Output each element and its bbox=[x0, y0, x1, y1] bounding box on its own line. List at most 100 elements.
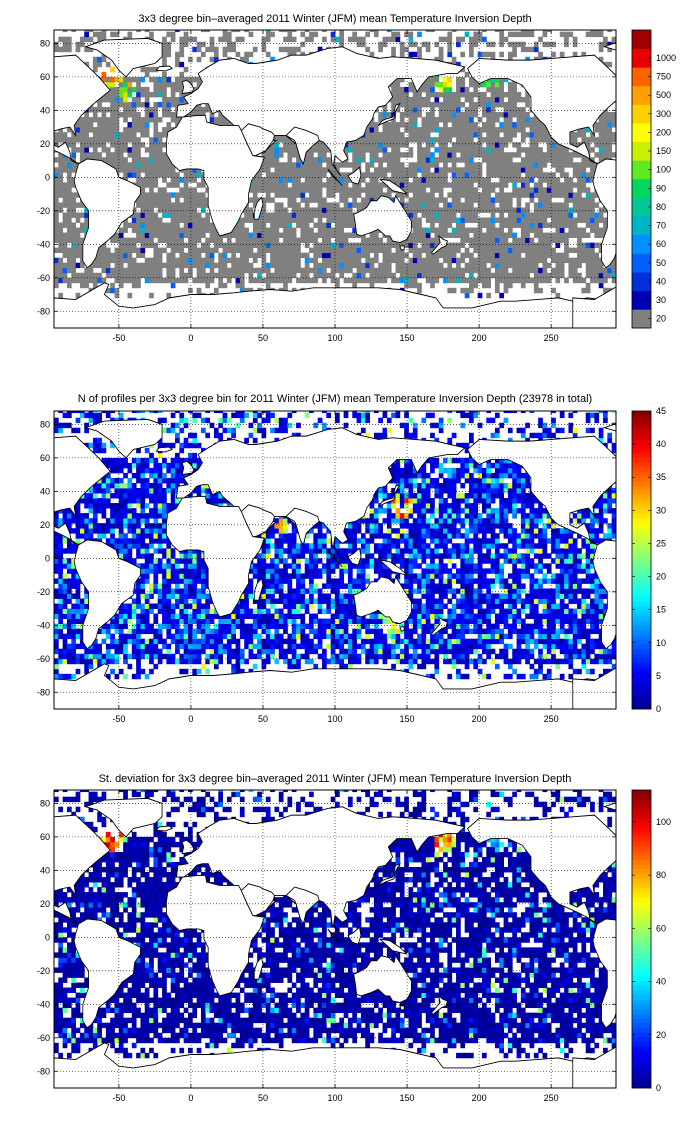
bin-cell bbox=[486, 267, 492, 274]
bin-cell bbox=[58, 267, 64, 274]
bin-cell bbox=[391, 117, 396, 123]
bin-cell bbox=[192, 46, 198, 53]
bin-cell bbox=[447, 222, 453, 228]
bin-cell bbox=[261, 152, 267, 158]
bin-cell bbox=[395, 91, 401, 98]
bin-cell bbox=[114, 287, 120, 294]
bin-cell bbox=[611, 262, 616, 269]
bin-cell bbox=[136, 101, 141, 108]
bin-cell bbox=[265, 277, 271, 284]
bin-cell bbox=[244, 56, 249, 63]
bin-cell bbox=[559, 182, 565, 188]
bin-cell bbox=[118, 242, 124, 249]
bin-cell bbox=[507, 172, 513, 178]
bin-cell bbox=[75, 46, 81, 53]
bin-cell bbox=[373, 237, 379, 244]
bin-cell bbox=[54, 202, 59, 208]
bin-cell bbox=[309, 182, 314, 188]
bin-cell bbox=[62, 182, 68, 188]
bin-cell bbox=[516, 247, 522, 254]
bin-cell bbox=[304, 267, 310, 274]
bin-cell bbox=[525, 252, 530, 259]
bin-cell bbox=[188, 267, 193, 274]
bin-cell bbox=[300, 222, 306, 228]
bin-cell bbox=[304, 36, 310, 43]
bin-cell bbox=[274, 192, 280, 198]
bin-cell bbox=[399, 262, 405, 269]
bin-cell bbox=[188, 272, 193, 279]
bin-cell bbox=[421, 147, 427, 153]
bin-cell bbox=[360, 142, 366, 148]
bin-cell bbox=[443, 182, 448, 188]
bin-cell bbox=[140, 167, 146, 173]
bin-cell bbox=[451, 202, 457, 208]
bin-cell bbox=[456, 36, 461, 43]
bin-cell bbox=[546, 172, 552, 178]
bin-cell bbox=[287, 167, 293, 173]
bin-cell bbox=[451, 242, 457, 249]
bin-cell bbox=[438, 36, 444, 43]
bin-cell bbox=[577, 197, 582, 203]
bin-cell bbox=[114, 91, 120, 98]
bin-cell bbox=[438, 227, 444, 233]
bin-cell bbox=[54, 222, 59, 228]
bin-cell bbox=[533, 272, 539, 279]
bin-cell bbox=[425, 137, 431, 143]
bin-cell bbox=[525, 237, 530, 244]
bin-cell bbox=[529, 222, 535, 228]
bin-cell bbox=[183, 272, 189, 279]
bin-cell bbox=[399, 177, 405, 183]
bin-cell bbox=[58, 227, 64, 233]
bin-cell bbox=[533, 227, 539, 233]
bin-cell bbox=[559, 31, 565, 38]
bin-cell bbox=[71, 272, 77, 279]
bin-cell bbox=[404, 187, 409, 193]
bin-cell bbox=[421, 101, 427, 108]
bin-cell bbox=[538, 232, 543, 238]
bin-cell bbox=[408, 172, 414, 178]
bin-cell bbox=[425, 277, 431, 284]
bin-cell bbox=[607, 147, 613, 153]
bin-cell bbox=[261, 247, 267, 254]
bin-cell bbox=[503, 117, 509, 123]
bin-cell bbox=[287, 277, 293, 284]
bin-cell bbox=[477, 172, 483, 178]
bin-cell bbox=[326, 222, 332, 228]
bin-cell bbox=[473, 132, 479, 138]
bin-cell bbox=[231, 252, 236, 259]
bin-cell bbox=[92, 107, 98, 113]
bin-cell bbox=[490, 272, 496, 279]
bin-cell bbox=[265, 162, 271, 168]
bin-cell bbox=[252, 222, 258, 228]
bin-cell bbox=[572, 172, 578, 178]
bin-cell bbox=[525, 162, 530, 168]
bin-cell bbox=[434, 237, 440, 244]
bin-cell bbox=[140, 247, 146, 254]
bin-cell bbox=[494, 242, 500, 249]
bin-cell bbox=[283, 30, 288, 33]
bin-cell bbox=[473, 41, 479, 48]
bin-cell bbox=[507, 192, 513, 198]
bin-cell bbox=[162, 222, 167, 228]
bin-cell bbox=[464, 91, 470, 98]
bin-cell bbox=[153, 252, 159, 259]
bin-cell bbox=[317, 247, 323, 254]
bin-cell bbox=[101, 122, 107, 128]
bin-cell bbox=[347, 207, 353, 213]
bin-cell bbox=[162, 56, 167, 63]
bin-cell bbox=[430, 257, 435, 264]
bin-cell bbox=[585, 212, 591, 218]
bin-cell bbox=[347, 202, 353, 208]
bin-cell bbox=[408, 112, 414, 118]
bin-cell bbox=[386, 187, 392, 193]
bin-cell bbox=[451, 247, 457, 254]
bin-cell bbox=[274, 252, 280, 259]
bin-cell bbox=[153, 137, 159, 143]
bin-cell bbox=[183, 36, 189, 43]
bin-cell bbox=[101, 132, 107, 138]
bin-cell bbox=[538, 177, 543, 183]
bin-cell bbox=[391, 277, 396, 284]
bin-cell bbox=[283, 46, 288, 53]
bin-cell bbox=[97, 56, 102, 63]
bin-cell bbox=[322, 247, 327, 254]
